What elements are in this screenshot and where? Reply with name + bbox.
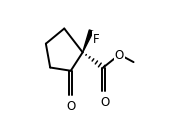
Text: F: F: [92, 33, 99, 45]
Text: O: O: [66, 99, 75, 112]
Polygon shape: [83, 31, 93, 53]
Text: O: O: [101, 95, 110, 108]
Text: O: O: [115, 49, 124, 62]
